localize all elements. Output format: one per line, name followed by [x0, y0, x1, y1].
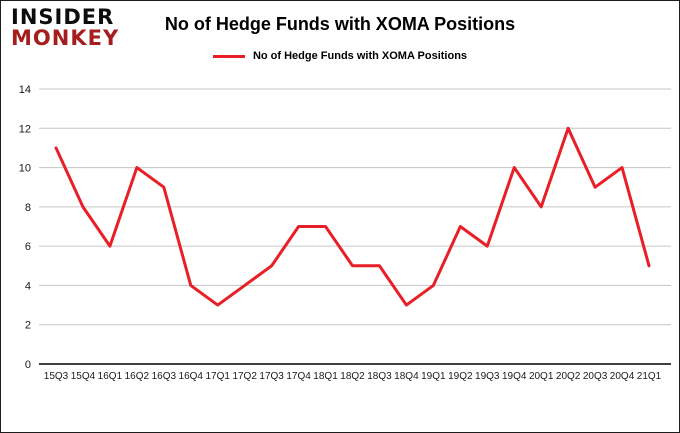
x-tick-label: 17Q4: [286, 371, 311, 382]
x-tick-label: 18Q4: [394, 371, 419, 382]
y-tick-label: 4: [25, 280, 31, 292]
y-tick-label: 10: [19, 163, 31, 175]
x-tick-label: 16Q1: [98, 371, 123, 382]
legend-label: No of Hedge Funds with XOMA Positions: [252, 50, 468, 62]
y-tick-label: 8: [25, 202, 31, 214]
x-tick-label: 20Q1: [529, 371, 554, 382]
x-tick-label: 19Q1: [421, 371, 446, 382]
chart-legend: No of Hedge Funds with XOMA Positions: [1, 50, 679, 62]
x-tick-label: 17Q1: [205, 371, 230, 382]
x-tick-label: 16Q4: [179, 371, 204, 382]
x-tick-label: 16Q2: [125, 371, 150, 382]
x-tick-label: 20Q3: [583, 371, 608, 382]
x-tick-label: 21Q1: [637, 371, 662, 382]
x-tick-label: 16Q3: [152, 371, 177, 382]
x-tick-label: 18Q2: [340, 371, 365, 382]
chart-title: No of Hedge Funds with XOMA Positions: [164, 14, 516, 34]
x-tick-label: 18Q1: [313, 371, 338, 382]
chart-header: No of Hedge Funds with XOMA Positions No…: [1, 1, 679, 62]
insider-monkey-logo: INSIDER MONKEY: [11, 5, 120, 51]
y-tick-label: 12: [19, 123, 31, 135]
x-tick-label: 20Q2: [556, 371, 581, 382]
x-tick-label: 19Q4: [502, 371, 527, 382]
x-tick-label: 17Q3: [259, 371, 284, 382]
y-tick-label: 6: [25, 241, 31, 253]
x-tick-label: 15Q3: [44, 371, 69, 382]
x-tick-label: 15Q4: [71, 371, 96, 382]
logo-line1: INSIDER: [11, 5, 115, 29]
y-tick-label: 2: [25, 320, 31, 332]
x-tick-label: 20Q4: [610, 371, 635, 382]
y-tick-label: 14: [19, 84, 31, 96]
x-tick-label: 19Q3: [475, 371, 500, 382]
legend-line-swatch: [212, 54, 245, 58]
x-tick-label: 17Q2: [232, 371, 257, 382]
y-tick-label: 0: [25, 359, 31, 371]
x-tick-label: 18Q3: [367, 371, 392, 382]
x-tick-label: 19Q2: [448, 371, 473, 382]
series-line: [54, 126, 651, 307]
logo-line2: MONKEY: [11, 26, 120, 51]
